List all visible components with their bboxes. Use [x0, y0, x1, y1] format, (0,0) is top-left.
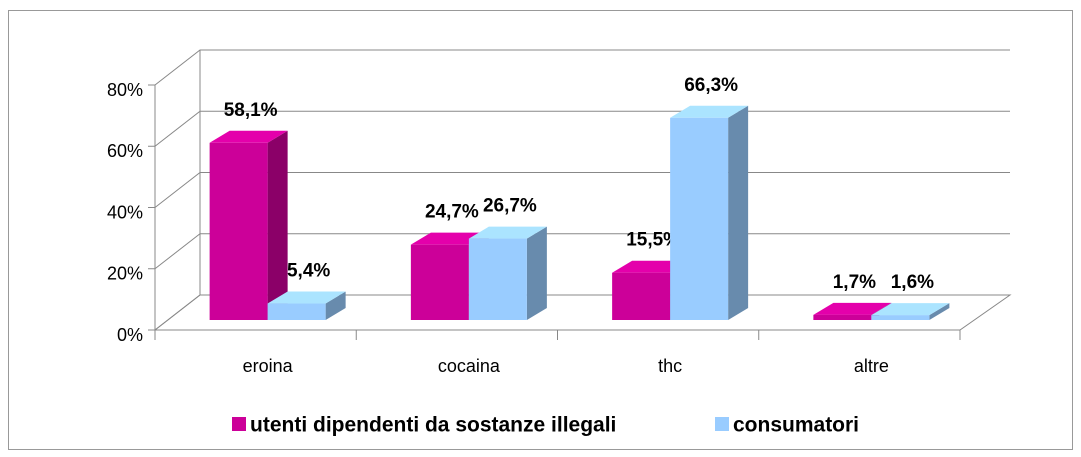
- bar: [871, 315, 930, 320]
- bar-side: [929, 303, 950, 320]
- value-label: 15,5%: [626, 230, 680, 251]
- x-tick-label: cocaina: [438, 356, 501, 376]
- bar: [209, 142, 268, 320]
- bar: [410, 244, 469, 320]
- grid-line: [154, 49, 1010, 86]
- bar-side: [325, 291, 346, 320]
- value-label: 24,7%: [425, 202, 479, 223]
- bar-top: [468, 226, 547, 239]
- bar-side: [526, 226, 547, 320]
- y-tick-label: 20%: [107, 264, 143, 284]
- legend-swatch: [232, 417, 246, 431]
- bar-side: [728, 105, 749, 320]
- value-label: 66,3%: [684, 75, 738, 96]
- bar-top: [813, 302, 892, 315]
- value-label: 1,6%: [891, 272, 934, 293]
- bar-top: [871, 303, 950, 316]
- legend-label: utenti dipendenti da sostanze illegali: [250, 414, 616, 437]
- bar-top: [209, 130, 288, 143]
- bar-top: [267, 291, 346, 304]
- legend-label: consumatori: [733, 414, 859, 437]
- bar-top: [670, 105, 749, 118]
- x-tick-label: altre: [854, 356, 889, 376]
- bar: [813, 314, 872, 320]
- y-tick-label: 60%: [107, 141, 143, 161]
- value-label: 1,7%: [833, 272, 876, 293]
- value-label: 58,1%: [224, 100, 278, 121]
- x-tick-label: thc: [658, 356, 682, 376]
- bar: [670, 117, 729, 320]
- value-label: 26,7%: [483, 196, 537, 217]
- y-tick-label: 0%: [117, 325, 143, 345]
- y-tick-label: 40%: [107, 202, 143, 222]
- bar: [468, 238, 527, 320]
- value-label: 5,4%: [287, 261, 330, 282]
- bar: [612, 272, 671, 320]
- x-tick-label: eroina: [243, 356, 294, 376]
- bar: [267, 303, 326, 320]
- legend-swatch: [715, 417, 729, 431]
- bar-side: [267, 130, 288, 320]
- y-tick-label: 80%: [107, 80, 143, 100]
